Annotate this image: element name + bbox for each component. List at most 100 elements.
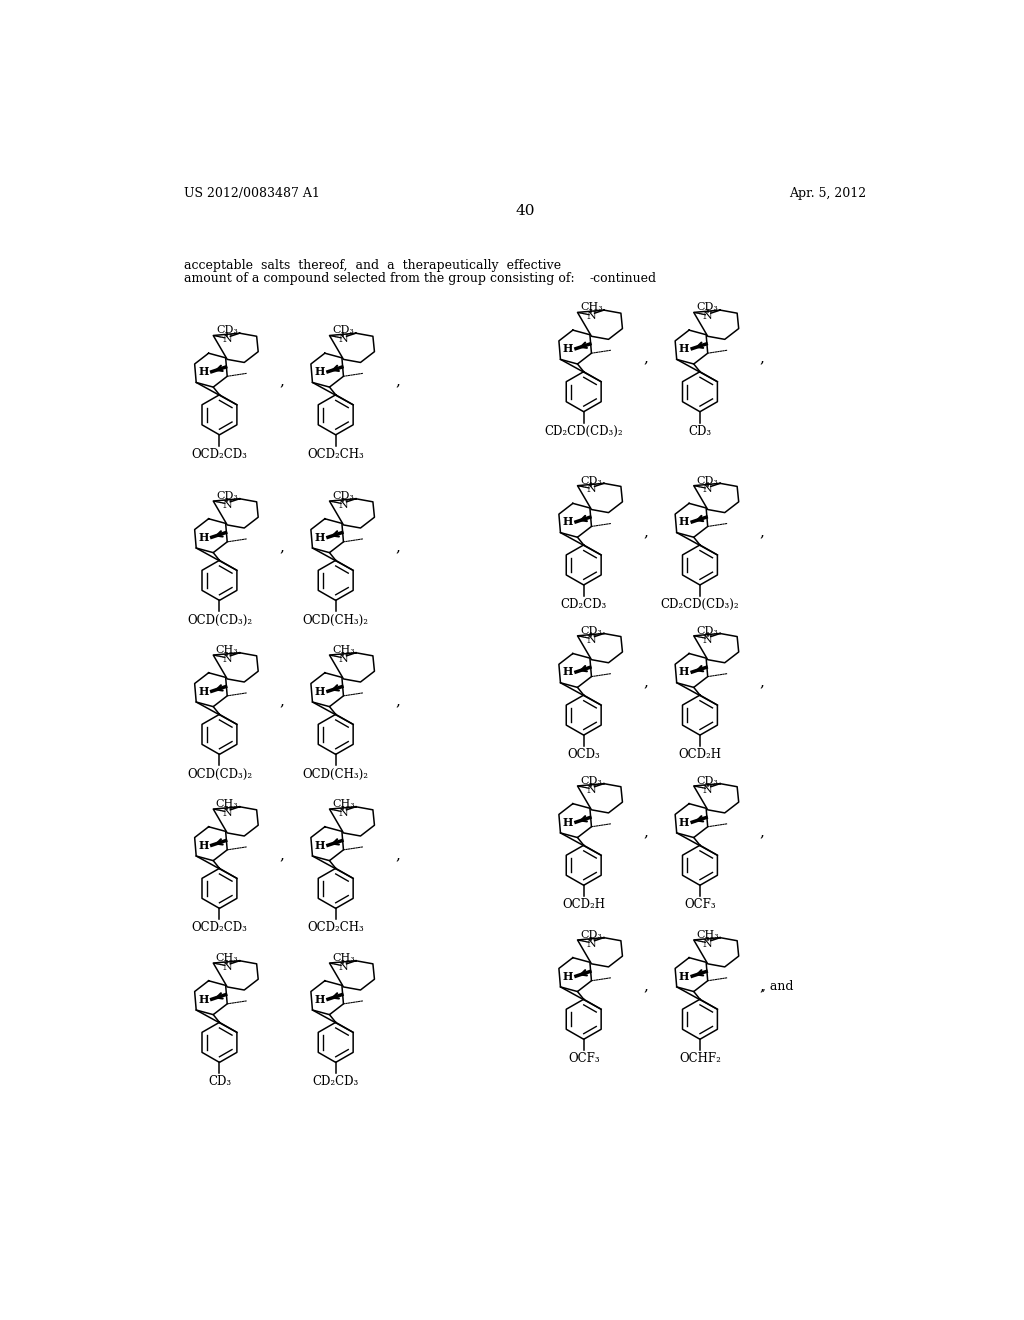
Text: CD₃: CD₃	[333, 491, 354, 502]
Text: ,: ,	[643, 979, 648, 993]
Text: H: H	[562, 343, 572, 354]
Text: ,: ,	[395, 375, 400, 388]
Text: CD₂CD(CD₃)₂: CD₂CD(CD₃)₂	[660, 598, 739, 611]
Text: N: N	[587, 939, 596, 949]
Text: ,: ,	[643, 675, 648, 689]
Text: N: N	[702, 312, 713, 321]
Text: ,: ,	[643, 525, 648, 539]
Text: H: H	[199, 366, 209, 378]
Text: N: N	[339, 808, 348, 818]
Text: CH₃: CH₃	[216, 645, 239, 655]
Text: OCD(CD₃)₂: OCD(CD₃)₂	[187, 614, 252, 627]
Text: N: N	[222, 500, 232, 510]
Text: H: H	[314, 840, 325, 851]
Text: CD₃: CD₃	[216, 326, 239, 335]
Text: H: H	[199, 994, 209, 1005]
Text: Apr. 5, 2012: Apr. 5, 2012	[788, 186, 866, 199]
Text: H: H	[562, 817, 572, 828]
Text: ,: ,	[395, 540, 400, 554]
Text: OCF₃: OCF₃	[568, 1052, 599, 1065]
Text: CD₃: CD₃	[696, 626, 719, 636]
Text: ,: ,	[643, 825, 648, 840]
Text: N: N	[587, 635, 596, 644]
Text: ,: ,	[395, 694, 400, 709]
Text: N: N	[222, 962, 232, 972]
Text: amount of a compound selected from the group consisting of:: amount of a compound selected from the g…	[183, 272, 574, 285]
Text: OCD(CD₃)₂: OCD(CD₃)₂	[187, 767, 252, 780]
Text: H: H	[679, 516, 689, 528]
Text: H: H	[314, 686, 325, 697]
Text: ,: ,	[760, 979, 765, 993]
Text: US 2012/0083487 A1: US 2012/0083487 A1	[183, 186, 319, 199]
Text: OCD₃: OCD₃	[567, 748, 600, 762]
Text: CD₂CD₃: CD₂CD₃	[560, 598, 607, 611]
Text: CH₃: CH₃	[216, 953, 239, 964]
Text: H: H	[679, 667, 689, 677]
Text: CH₃: CH₃	[332, 645, 355, 655]
Text: CD₂CD(CD₃)₂: CD₂CD(CD₃)₂	[545, 425, 623, 438]
Text: N: N	[222, 653, 232, 664]
Text: CH₃: CH₃	[332, 953, 355, 964]
Text: N: N	[339, 653, 348, 664]
Text: H: H	[679, 817, 689, 828]
Text: CD₃: CD₃	[581, 475, 602, 486]
Text: CD₃: CD₃	[688, 425, 712, 438]
Text: ,: ,	[395, 849, 400, 862]
Text: N: N	[222, 808, 232, 818]
Text: H: H	[314, 532, 325, 543]
Text: H: H	[679, 970, 689, 982]
Text: OCD₂CH₃: OCD₂CH₃	[307, 447, 365, 461]
Text: H: H	[199, 532, 209, 543]
Text: CH₃: CH₃	[580, 302, 603, 313]
Text: CH₃: CH₃	[332, 799, 355, 809]
Text: H: H	[562, 667, 572, 677]
Text: H: H	[562, 970, 572, 982]
Text: ,: ,	[280, 375, 284, 388]
Text: ,: ,	[280, 540, 284, 554]
Text: H: H	[562, 516, 572, 528]
Text: OCD(CH₃)₂: OCD(CH₃)₂	[303, 767, 369, 780]
Text: H: H	[199, 686, 209, 697]
Text: N: N	[702, 635, 713, 644]
Text: -continued: -continued	[590, 272, 657, 285]
Text: ,: ,	[760, 525, 765, 539]
Text: N: N	[339, 962, 348, 972]
Text: H: H	[199, 840, 209, 851]
Text: 40: 40	[515, 203, 535, 218]
Text: N: N	[339, 500, 348, 510]
Text: N: N	[587, 484, 596, 495]
Text: OCD₂H: OCD₂H	[679, 748, 722, 762]
Text: N: N	[587, 312, 596, 321]
Text: ,: ,	[760, 351, 765, 366]
Text: CD₃: CD₃	[208, 1076, 231, 1089]
Text: N: N	[702, 785, 713, 795]
Text: N: N	[702, 939, 713, 949]
Text: ,: ,	[280, 849, 284, 862]
Text: N: N	[587, 785, 596, 795]
Text: H: H	[679, 343, 689, 354]
Text: OCD₂H: OCD₂H	[562, 899, 605, 911]
Text: OCD₂CH₃: OCD₂CH₃	[307, 921, 365, 935]
Text: CD₃: CD₃	[216, 491, 239, 502]
Text: ,: ,	[280, 694, 284, 709]
Text: OCD₂CD₃: OCD₂CD₃	[191, 921, 248, 935]
Text: H: H	[314, 994, 325, 1005]
Text: CD₂CD₃: CD₂CD₃	[312, 1076, 358, 1089]
Text: CD₃: CD₃	[696, 475, 719, 486]
Text: CD₃: CD₃	[696, 776, 719, 785]
Text: CH₃: CH₃	[216, 799, 239, 809]
Text: H: H	[314, 366, 325, 378]
Text: N: N	[339, 334, 348, 345]
Text: ,: ,	[643, 351, 648, 366]
Text: ,: ,	[760, 675, 765, 689]
Text: N: N	[222, 334, 232, 345]
Text: CD₃: CD₃	[333, 326, 354, 335]
Text: acceptable  salts  thereof,  and  a  therapeutically  effective: acceptable salts thereof, and a therapeu…	[183, 259, 561, 272]
Text: OCD₂CD₃: OCD₂CD₃	[191, 447, 248, 461]
Text: OCF₃: OCF₃	[684, 899, 716, 911]
Text: , and: , and	[762, 979, 794, 993]
Text: CH₃: CH₃	[696, 929, 719, 940]
Text: ,: ,	[760, 825, 765, 840]
Text: CD₃: CD₃	[581, 626, 602, 636]
Text: CD₃: CD₃	[581, 929, 602, 940]
